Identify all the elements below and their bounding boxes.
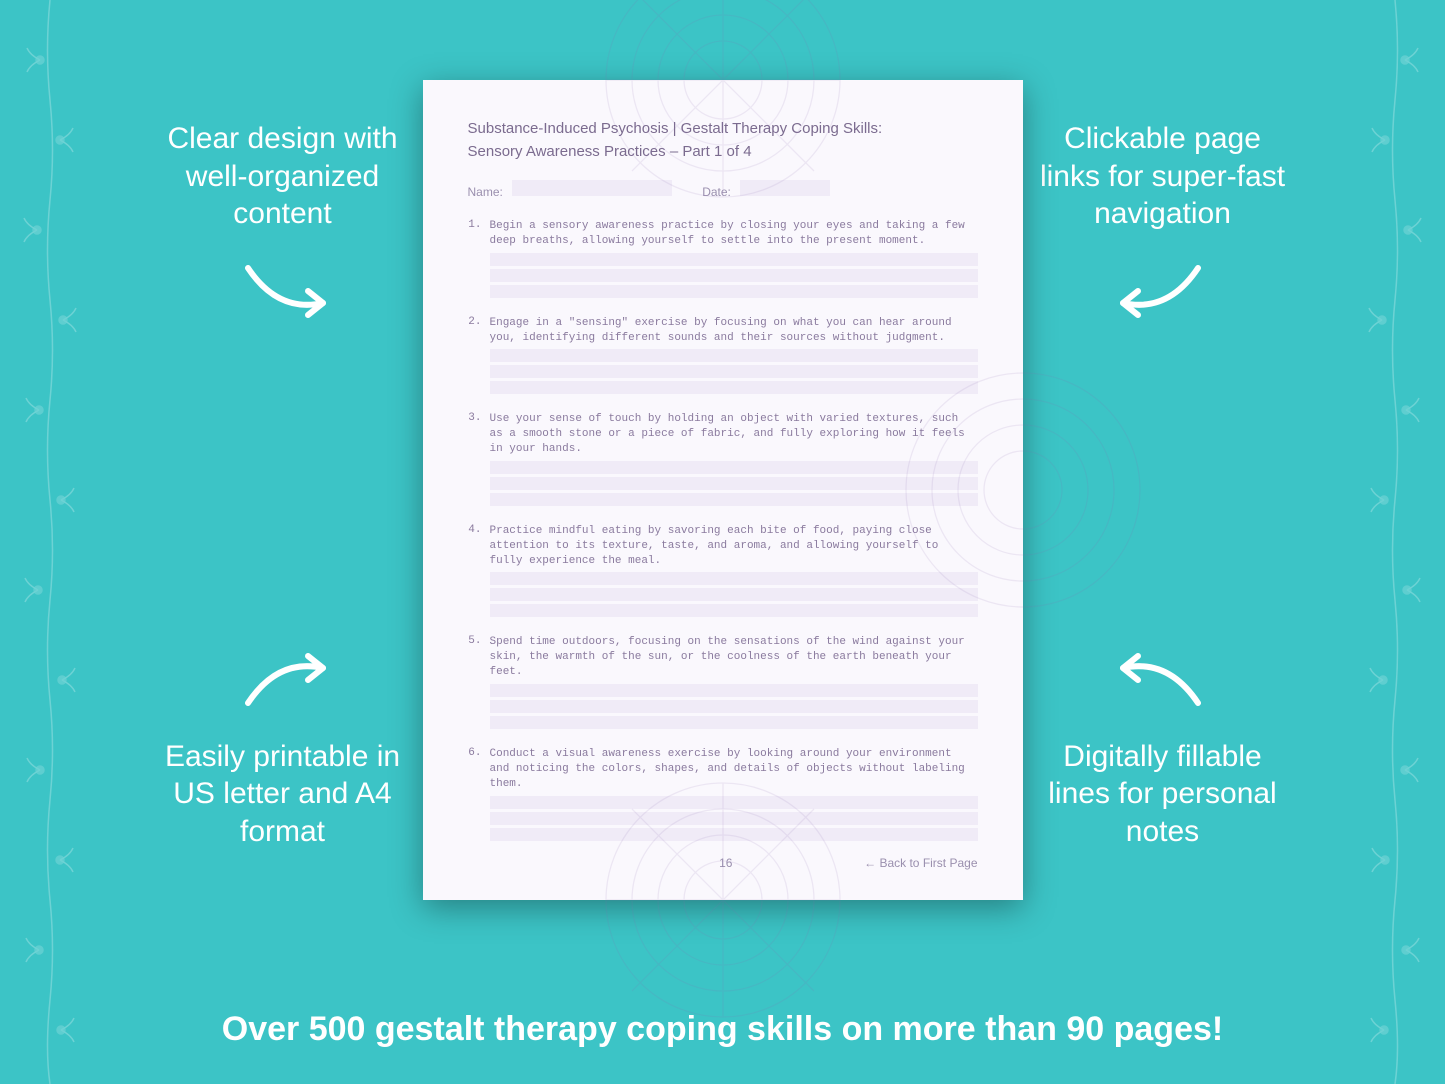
page-number: 16 [588, 856, 865, 870]
fillable-line[interactable] [490, 716, 978, 729]
fillable-line[interactable] [490, 812, 978, 825]
question-number: 4. [468, 524, 482, 569]
question-item: 1. Begin a sensory awareness practice by … [468, 219, 978, 298]
answer-lines[interactable] [490, 684, 978, 729]
fillable-line[interactable] [490, 285, 978, 298]
question-text: Begin a sensory awareness practice by cl… [490, 219, 978, 249]
fillable-line[interactable] [490, 381, 978, 394]
question-number: 5. [468, 635, 482, 680]
answer-lines[interactable] [490, 349, 978, 394]
document-footer: 16 ← Back to First Page [468, 856, 978, 870]
back-to-first-link[interactable]: ← Back to First Page [864, 856, 977, 870]
fillable-line[interactable] [490, 588, 978, 601]
fillable-line[interactable] [490, 828, 978, 841]
fillable-line[interactable] [490, 477, 978, 490]
question-item: 4.Practice mindful eating by savoring ea… [468, 524, 978, 618]
callout-text: Clear design with well-organized content [153, 120, 413, 233]
question-number: 1. [468, 219, 482, 249]
fillable-line[interactable] [490, 493, 978, 506]
callout-top-left: Clear design with well-organized content [153, 120, 413, 343]
question-text: Engage in a "sensing" exercise by focusi… [490, 316, 978, 346]
answer-lines[interactable] [490, 572, 978, 617]
main-container: Clear design with well-organized content… [0, 0, 1445, 1084]
fillable-line[interactable] [490, 796, 978, 809]
callout-text: Easily printable in US letter and A4 for… [153, 738, 413, 851]
callout-text: Digitally fillable lines for personal no… [1033, 738, 1293, 851]
fillable-line[interactable] [490, 700, 978, 713]
name-label: Name: [468, 185, 503, 199]
content-row: Clear design with well-organized content… [0, 0, 1445, 1010]
question-item: 5.Spend time outdoors, focusing on the s… [468, 635, 978, 729]
question-item: 6.Conduct a visual awareness exercise by… [468, 747, 978, 841]
date-label: Date: [702, 185, 731, 199]
name-input[interactable] [512, 180, 672, 196]
fillable-line[interactable] [490, 684, 978, 697]
arrow-icon [228, 253, 338, 343]
document-title: Substance-Induced Psychosis | Gestalt Th… [468, 120, 978, 137]
callout-top-right: Clickable page links for super-fast navi… [1033, 120, 1293, 343]
fillable-line[interactable] [490, 365, 978, 378]
fillable-line[interactable] [490, 572, 978, 585]
answer-lines[interactable] [490, 796, 978, 841]
mandala-decoration [593, 0, 853, 210]
callout-text: Clickable page links for super-fast navi… [1033, 120, 1293, 233]
fillable-line[interactable] [490, 349, 978, 362]
question-item: 2. Engage in a "sensing" exercise by focu… [468, 316, 978, 395]
date-field-group: Date: [702, 180, 830, 199]
fillable-line[interactable] [490, 253, 978, 266]
name-field-group: Name: [468, 180, 673, 199]
answer-lines[interactable] [490, 461, 978, 506]
questions-list: 1. Begin a sensory awareness practice by … [468, 219, 978, 856]
fillable-line[interactable] [490, 604, 978, 617]
fillable-line[interactable] [490, 269, 978, 282]
left-callouts: Clear design with well-organized content… [143, 80, 423, 1010]
document-subtitle: Sensory Awareness Practices – Part 1 of … [468, 143, 978, 160]
callout-bottom-left: Easily printable in US letter and A4 for… [153, 628, 413, 851]
question-text: Practice mindful eating by savoring each… [490, 524, 978, 569]
date-input[interactable] [740, 180, 830, 196]
callout-bottom-right: Digitally fillable lines for personal no… [1033, 628, 1293, 851]
question-number: 2. [468, 316, 482, 346]
name-date-row: Name: Date: [468, 180, 978, 199]
arrow-icon [1108, 253, 1218, 343]
question-item: 3.Use your sense of touch by holding an … [468, 412, 978, 506]
arrow-icon [1108, 628, 1218, 718]
document-page: Substance-Induced Psychosis | Gestalt Th… [423, 80, 1023, 900]
question-number: 6. [468, 747, 482, 792]
question-text: Use your sense of touch by holding an ob… [490, 412, 978, 457]
answer-lines[interactable] [490, 253, 978, 298]
bottom-banner: Over 500 gestalt therapy coping skills o… [0, 1010, 1445, 1084]
fillable-line[interactable] [490, 461, 978, 474]
arrow-icon [228, 628, 338, 718]
question-number: 3. [468, 412, 482, 457]
question-text: Spend time outdoors, focusing on the sen… [490, 635, 978, 680]
question-text: Conduct a visual awareness exercise by l… [490, 747, 978, 792]
right-callouts: Clickable page links for super-fast navi… [1023, 80, 1303, 1010]
